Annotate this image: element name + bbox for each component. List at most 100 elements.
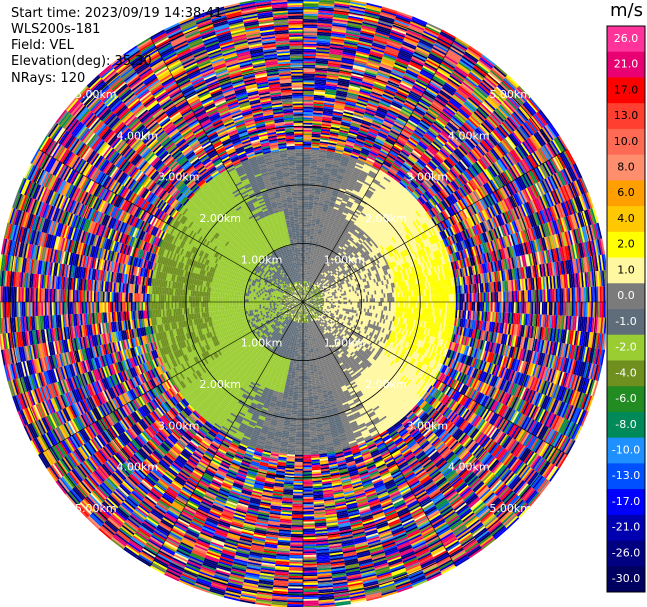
gate-322	[316, 40, 331, 44]
gate-235	[308, 193, 315, 196]
gate-677	[345, 31, 360, 36]
gate-106	[303, 113, 313, 116]
gate-583	[319, 194, 326, 198]
gate-486	[328, 59, 342, 63]
gate-852	[360, 32, 375, 38]
gate-341	[318, 7, 334, 10]
gate-320	[316, 43, 330, 47]
gate-482	[327, 66, 341, 70]
gate-4887	[329, 299, 332, 301]
gate-791	[337, 136, 347, 141]
gate-682	[347, 22, 362, 27]
gate-708	[307, 279, 309, 282]
gate-538	[307, 272, 310, 275]
gate-784	[335, 149, 344, 153]
gate-232	[308, 198, 314, 201]
gate-620	[330, 130, 340, 134]
gate-4904	[358, 295, 361, 300]
gate-4911	[371, 294, 374, 299]
gate-730	[315, 241, 319, 245]
gate-415	[315, 183, 322, 186]
gate-402	[312, 205, 319, 209]
gate-317	[316, 49, 330, 52]
gate-441	[320, 137, 329, 141]
gate-111	[303, 105, 314, 108]
gate-248	[309, 170, 317, 173]
gate-50	[303, 212, 308, 215]
gate-865	[364, 9, 381, 15]
gate-102	[303, 120, 313, 123]
gate-266	[311, 138, 321, 142]
gate-697	[303, 298, 304, 301]
gate-500	[330, 34, 346, 39]
gate-280	[312, 114, 323, 117]
gate-711	[308, 274, 311, 277]
gate-792	[338, 135, 348, 139]
gate-291	[313, 94, 325, 98]
gate-701	[304, 291, 306, 294]
gate-342	[318, 5, 335, 9]
gate-489	[328, 53, 343, 58]
gate-475	[326, 78, 339, 82]
gate-446	[321, 128, 331, 132]
gate-724	[313, 252, 317, 255]
gate-213	[306, 231, 311, 234]
gate-845	[357, 44, 372, 49]
gate-335	[317, 17, 333, 21]
gate-179	[303, 291, 305, 294]
gate-265	[311, 140, 320, 143]
gate-503	[331, 29, 346, 33]
gate-379	[308, 246, 312, 249]
gate-204	[305, 247, 309, 250]
gate-474	[326, 80, 338, 84]
gate-302	[314, 75, 327, 79]
gate-398	[312, 212, 317, 216]
gate-271	[311, 130, 321, 133]
gate-385	[309, 235, 314, 238]
gate-838	[354, 56, 369, 61]
gate-510	[332, 17, 348, 21]
gate-649	[337, 79, 350, 84]
gate-541	[308, 267, 311, 270]
gate-436	[319, 146, 328, 150]
gate-435	[319, 148, 328, 151]
gate-537	[307, 274, 309, 277]
gate-268	[311, 135, 321, 138]
gate-318	[316, 47, 330, 51]
gate-158	[303, 22, 318, 25]
gate-817	[347, 92, 359, 97]
gate-619	[329, 131, 339, 136]
gate-594	[322, 175, 330, 179]
gate-144	[303, 47, 317, 50]
gate-56	[303, 201, 309, 204]
gate-305	[315, 70, 328, 73]
gate-656	[339, 67, 353, 72]
gate-264	[311, 142, 320, 145]
gate-822	[349, 83, 361, 88]
gate-849	[358, 37, 374, 43]
gate-14	[303, 275, 305, 278]
gate-608	[326, 150, 335, 155]
gate-740	[319, 224, 324, 228]
gate-549	[310, 253, 314, 256]
gate-331	[317, 24, 332, 28]
gate-484	[328, 62, 341, 66]
gate-126	[303, 78, 315, 81]
gate-36	[303, 237, 307, 239]
gate-43	[303, 224, 307, 227]
gate-17	[303, 270, 305, 273]
gate-647	[337, 83, 350, 88]
gate-826	[350, 76, 363, 82]
gate-502	[331, 31, 346, 35]
gate-88	[303, 145, 312, 148]
gate-815	[346, 95, 358, 100]
gate-4915	[378, 293, 381, 298]
gate-250	[310, 166, 318, 170]
gate-869	[366, 2, 383, 9]
gate-155	[303, 27, 318, 30]
gate-298	[314, 82, 326, 86]
gate-843	[356, 47, 371, 53]
gate-406	[313, 198, 320, 202]
gate-529	[304, 288, 306, 290]
gate-236	[308, 191, 315, 194]
